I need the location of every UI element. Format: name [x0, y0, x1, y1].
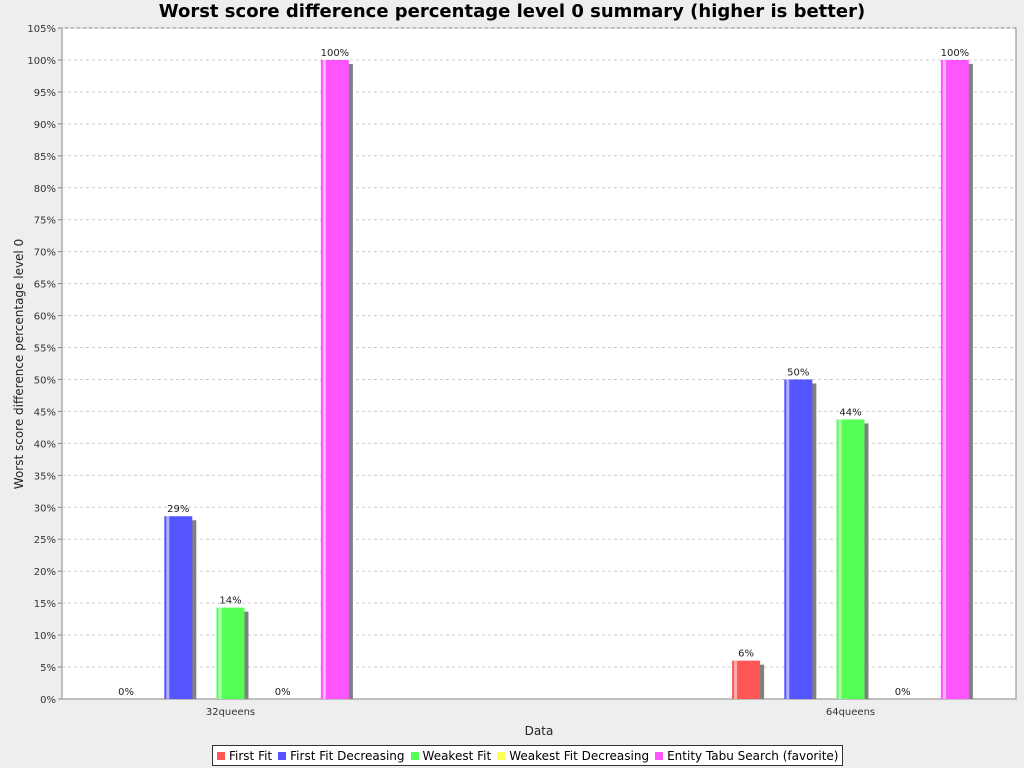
- data-label: 100%: [941, 48, 970, 59]
- bars: [164, 59, 973, 699]
- bar-highlight: [166, 516, 170, 699]
- data-label: 50%: [787, 367, 809, 378]
- bar-highlight: [734, 660, 738, 699]
- y-tick-label: 95%: [34, 88, 56, 99]
- legend-swatch: [217, 751, 225, 760]
- chart-title: Worst score difference percentage level …: [158, 1, 866, 22]
- data-label: 6%: [738, 649, 754, 660]
- legend-label: Weakest Fit Decreasing: [509, 748, 650, 763]
- y-axis-ticks: 0% 5% 10% 15% 20% 25% 30% 35% 40% 45% 50% 55% 60% 65%…: [27, 24, 62, 706]
- legend-label: Entity Tabu Search (favorite): [667, 748, 839, 763]
- legend-item: Entity Tabu Search (favorite): [655, 749, 838, 763]
- legend-item: First Fit Decreasing: [278, 748, 405, 763]
- gridlines: [62, 27, 1016, 668]
- legend-item: Weakest Fit Decreasing: [497, 749, 649, 763]
- y-tick-label: 30%: [34, 503, 56, 514]
- bar-highlight: [218, 607, 222, 699]
- y-tick-label: 55%: [34, 344, 56, 355]
- y-tick-label: 70%: [34, 248, 56, 259]
- y-tick-label: 100%: [27, 56, 56, 67]
- legend-item: First Fit: [217, 749, 272, 763]
- legend-swatch: [410, 751, 419, 760]
- bar-highlight: [942, 59, 946, 699]
- y-tick-label: 40%: [34, 439, 56, 450]
- data-label: 0%: [118, 687, 134, 698]
- y-tick-label: 45%: [34, 407, 56, 418]
- legend-swatch: [497, 751, 506, 760]
- x-axis-categories: 32queens 64queens: [206, 707, 875, 718]
- y-tick-label: 50%: [34, 375, 56, 386]
- y-tick-label: 75%: [34, 216, 56, 227]
- y-tick-label: 90%: [34, 120, 56, 131]
- y-tick-label: 20%: [34, 567, 56, 578]
- x-category-label: 64queens: [826, 707, 875, 718]
- data-label: 0%: [895, 687, 911, 698]
- legend: First Fit First Fit Decreasing Weakest Fit…: [212, 745, 844, 766]
- data-labels: 0% 29% 14% 0% 100% 6% 50% 44% 0% 100%: [118, 48, 969, 698]
- y-tick-label: 5%: [40, 663, 56, 674]
- data-label: 14%: [219, 596, 241, 607]
- y-tick-label: 60%: [34, 312, 56, 323]
- x-category-label: 32queens: [206, 707, 255, 718]
- legend-label: First Fit: [229, 748, 273, 763]
- legend-swatch: [655, 751, 664, 760]
- y-tick-label: 35%: [34, 471, 56, 482]
- legend-label: First Fit Decreasing: [290, 748, 405, 763]
- data-label: 0%: [275, 687, 291, 698]
- y-tick-label: 105%: [27, 24, 56, 35]
- y-tick-label: 80%: [34, 184, 56, 195]
- plot-area: [61, 27, 1017, 700]
- data-label: 29%: [167, 504, 189, 515]
- y-axis-title: Worst score difference percentage level …: [12, 239, 26, 489]
- bar-highlight: [322, 59, 326, 699]
- y-tick-label: 65%: [34, 280, 56, 291]
- legend-label: Weakest Fit: [422, 748, 492, 763]
- data-label: 44%: [839, 407, 861, 418]
- legend-swatch: [278, 751, 287, 760]
- y-tick-label: 85%: [34, 152, 56, 163]
- bar-highlight: [838, 419, 842, 699]
- y-tick-label: 25%: [34, 535, 56, 546]
- x-axis-title: Data: [525, 724, 554, 738]
- legend-item: Weakest Fit: [410, 748, 492, 763]
- y-tick-label: 15%: [34, 599, 56, 610]
- bar-highlight: [786, 379, 790, 699]
- y-tick-label: 0%: [40, 695, 56, 706]
- data-label: 100%: [321, 48, 350, 59]
- y-tick-label: 10%: [34, 631, 56, 642]
